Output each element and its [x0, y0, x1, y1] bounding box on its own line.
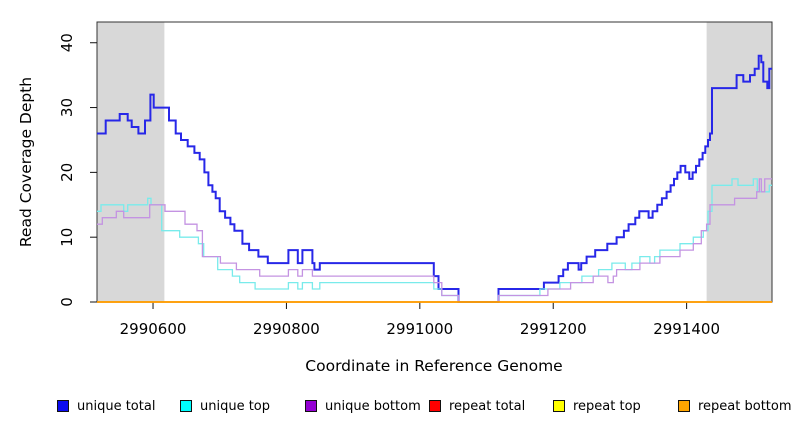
legend-item-repeat-total: repeat total — [429, 396, 525, 416]
y-tick-label: 0 — [58, 297, 76, 307]
legend-label: unique top — [200, 398, 271, 414]
legend-label: unique total — [77, 398, 156, 414]
legend-swatch-repeat-bottom — [678, 400, 690, 412]
x-tick-label: 2991000 — [386, 320, 453, 338]
legend: unique total unique top unique bottom repea… — [0, 396, 792, 418]
y-axis-title: Read Coverage Depth — [17, 76, 35, 248]
y-tick-label: 40 — [58, 33, 76, 52]
legend-label: repeat top — [573, 398, 641, 414]
y-tick-label: 10 — [58, 228, 76, 247]
shaded-band — [706, 22, 772, 302]
shaded-band — [97, 22, 165, 302]
x-tick-label: 2990600 — [120, 320, 187, 338]
plot-box — [96, 21, 773, 303]
y-tick-label: 30 — [58, 98, 76, 117]
legend-swatch-unique-top — [180, 400, 192, 412]
x-tick-label: 2991200 — [520, 320, 587, 338]
x-tick-label: 2991400 — [653, 320, 720, 338]
legend-label: repeat bottom — [698, 398, 792, 414]
legend-item-repeat-top: repeat top — [553, 396, 641, 416]
legend-item-unique-total: unique total — [57, 396, 155, 416]
legend-label: repeat total — [449, 398, 526, 414]
legend-item-unique-top: unique top — [180, 396, 270, 416]
legend-swatch-repeat-total — [429, 400, 441, 412]
x-tick-label: 2990800 — [253, 320, 320, 338]
legend-swatch-repeat-top — [553, 400, 565, 412]
series-line-unique-top — [97, 178, 772, 303]
legend-swatch-unique-bottom — [305, 400, 317, 412]
series-line-unique-bottom — [97, 178, 772, 303]
legend-swatch-unique-total — [57, 400, 69, 412]
legend-item-unique-bottom: unique bottom — [305, 396, 421, 416]
y-tick-label: 20 — [58, 163, 76, 182]
legend-label: unique bottom — [325, 398, 421, 414]
x-axis-title: Coordinate in Reference Genome — [305, 357, 563, 375]
series-line-unique-total — [97, 54, 772, 303]
legend-item-repeat-bottom: repeat bottom — [678, 396, 792, 416]
